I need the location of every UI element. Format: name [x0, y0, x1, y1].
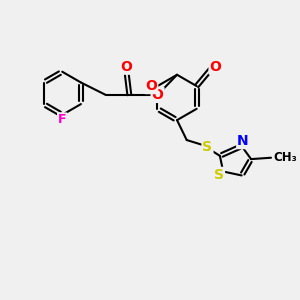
Text: S: S: [214, 168, 224, 182]
Text: O: O: [146, 79, 157, 93]
Text: F: F: [58, 113, 67, 126]
Text: O: O: [121, 60, 133, 74]
Text: S: S: [202, 140, 212, 154]
Text: O: O: [152, 88, 164, 102]
Text: N: N: [237, 134, 249, 148]
Text: CH₃: CH₃: [273, 151, 297, 164]
Text: O: O: [209, 60, 221, 74]
